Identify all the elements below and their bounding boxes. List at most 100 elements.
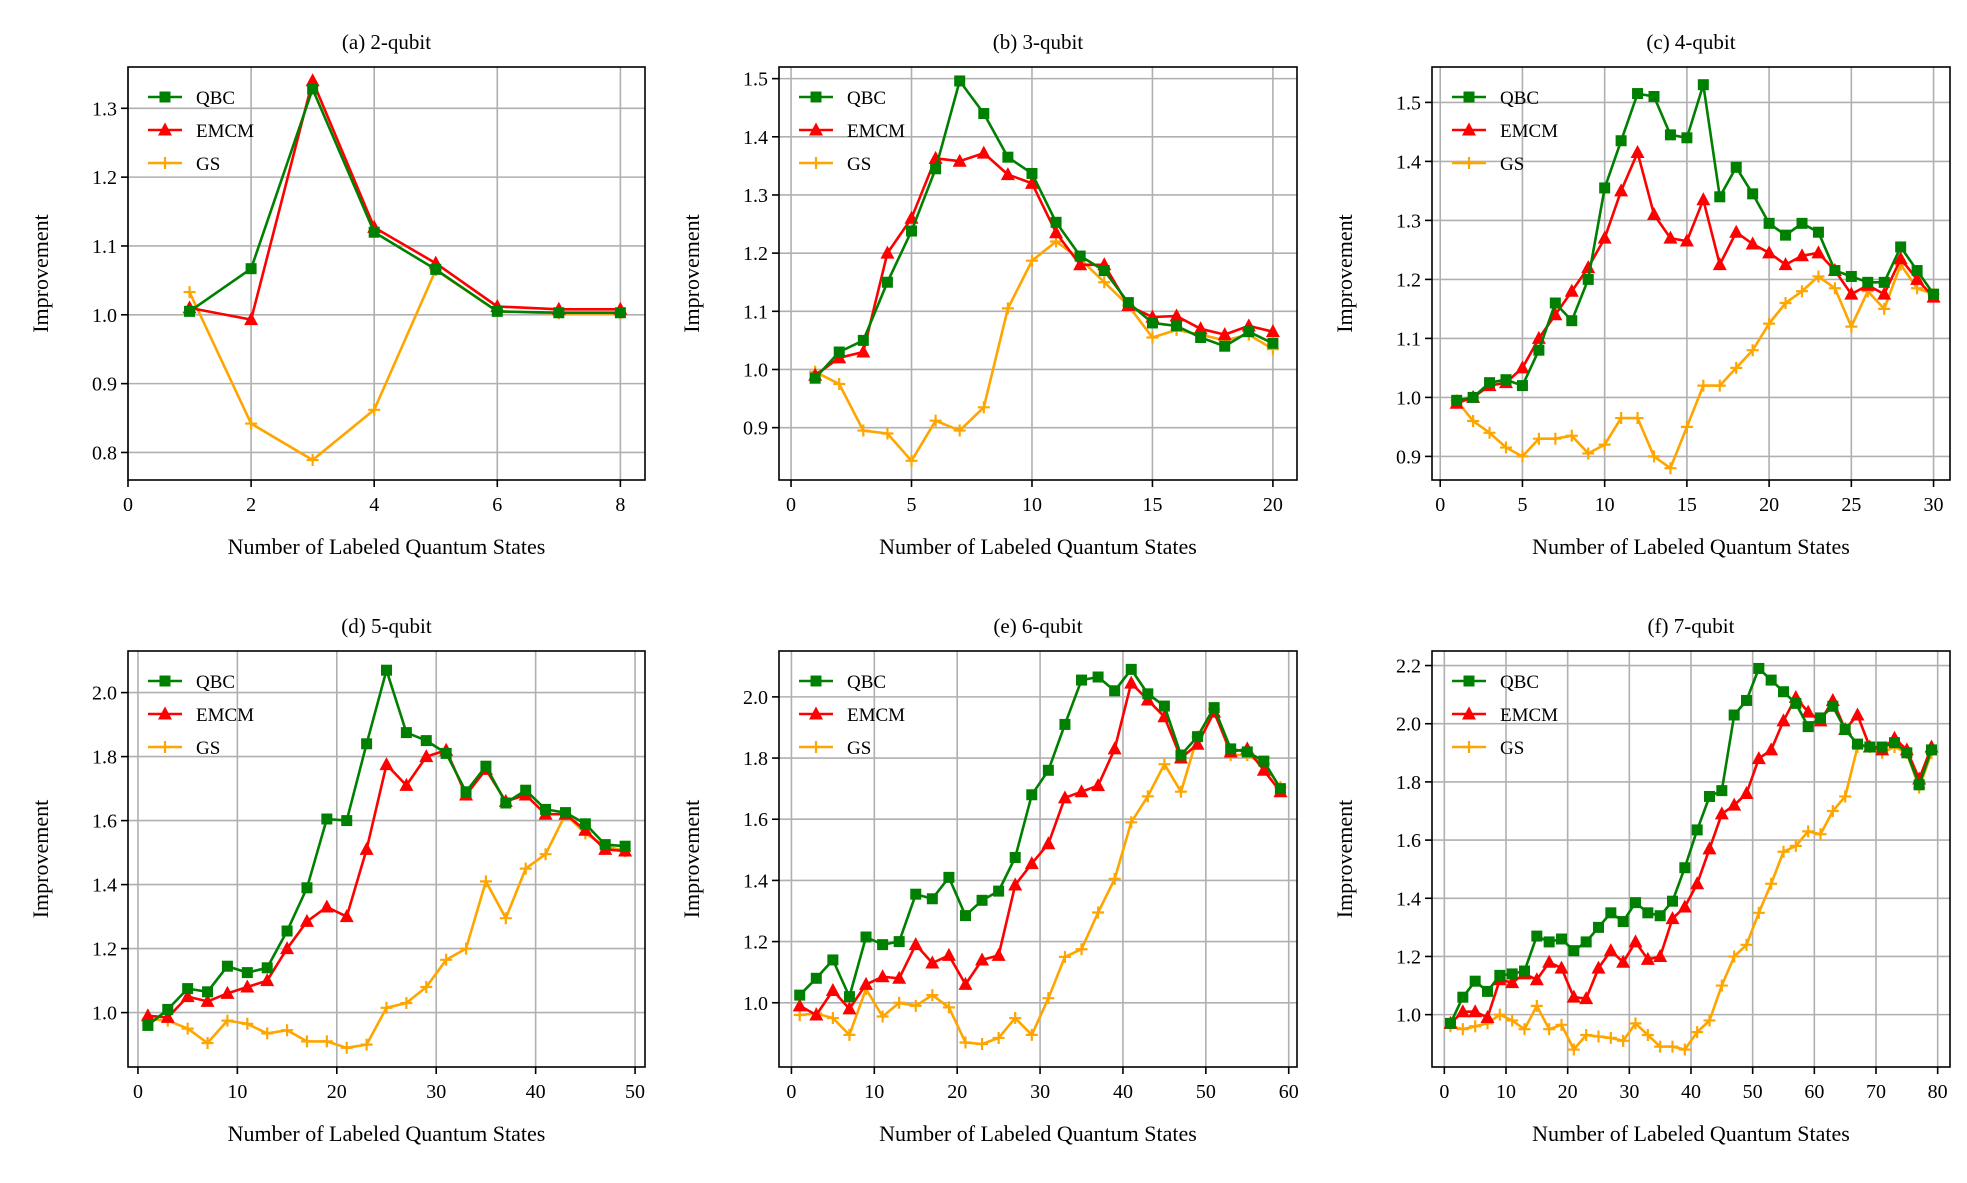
data-point-emcm	[1647, 207, 1661, 220]
data-point-qbc	[1617, 916, 1629, 928]
data-point-qbc	[321, 813, 333, 825]
data-point-emcm	[1554, 960, 1569, 974]
data-point-qbc	[559, 807, 571, 819]
data-point-qbc	[341, 815, 353, 827]
data-point-gs	[1469, 1020, 1482, 1033]
data-point-qbc	[1829, 265, 1841, 277]
series-gs	[1450, 258, 1940, 475]
data-point-gs	[181, 1022, 194, 1035]
legend-item-qbc: QBC	[148, 88, 235, 109]
data-point-qbc	[1582, 273, 1594, 285]
data-point-gs	[905, 454, 918, 467]
legend-label: EMCM	[196, 705, 254, 726]
data-point-qbc	[1667, 895, 1678, 907]
data-point-qbc	[480, 760, 492, 772]
data-point-gs	[1493, 1008, 1506, 1021]
legend-label: GS	[196, 154, 220, 175]
x-tick-label: 0	[786, 1081, 796, 1103]
data-point-gs	[519, 862, 532, 875]
data-point-emcm	[1000, 167, 1015, 181]
data-point-emcm	[160, 1009, 175, 1023]
data-point-emcm	[825, 983, 840, 997]
data-point-emcm	[1603, 943, 1618, 957]
data-point-qbc	[1146, 317, 1158, 329]
data-point-qbc	[579, 818, 591, 830]
data-point-qbc	[1467, 391, 1479, 403]
data-point-qbc	[1267, 337, 1279, 349]
x-tick-label: 15	[1142, 494, 1162, 516]
data-point-emcm	[925, 955, 940, 969]
y-tick-label: 1.6	[92, 811, 117, 833]
data-point-emcm	[319, 899, 334, 913]
data-point-qbc	[1642, 907, 1654, 919]
data-point-emcm	[1505, 975, 1520, 989]
legend-marker	[1462, 122, 1476, 136]
data-point-qbc	[926, 893, 938, 905]
series-line-emcm	[1456, 151, 1935, 405]
legend-item-gs: GS	[1452, 154, 1524, 175]
data-point-qbc	[1839, 724, 1851, 736]
y-tick-label: 0.9	[92, 374, 117, 396]
data-point-qbc	[1258, 755, 1270, 767]
data-point-qbc	[1171, 320, 1183, 332]
data-point-qbc	[1765, 674, 1777, 686]
data-point-emcm	[1468, 1004, 1483, 1018]
data-point-gs	[499, 912, 512, 925]
data-point-gs	[1598, 438, 1611, 451]
legend-item-gs: GS	[148, 154, 220, 175]
data-point-gs	[1617, 1034, 1630, 1047]
data-point-qbc	[1451, 394, 1463, 406]
data-point-gs	[1648, 450, 1660, 463]
data-point-emcm	[1124, 675, 1139, 689]
data-point-emcm	[1640, 951, 1655, 965]
y-tick-label: 1.8	[92, 747, 117, 769]
data-point-qbc	[1519, 965, 1530, 977]
data-point-qbc	[1092, 671, 1104, 683]
legend-label: QBC	[1500, 88, 1539, 109]
legend-marker	[1463, 675, 1475, 687]
data-point-qbc	[1074, 250, 1086, 262]
x-tick-label: 40	[1681, 1081, 1701, 1103]
data-point-emcm	[952, 153, 967, 167]
data-point-gs	[1839, 790, 1852, 803]
data-point-qbc	[1219, 340, 1231, 352]
data-point-gs	[1615, 412, 1628, 425]
data-point-qbc	[1274, 783, 1286, 795]
data-point-qbc	[182, 983, 194, 995]
data-point-qbc	[1780, 229, 1792, 241]
y-tick-label: 1.0	[1396, 1005, 1421, 1027]
data-point-gs	[1592, 1030, 1605, 1043]
x-tick-label: 10	[864, 1081, 884, 1103]
y-tick-label: 1.2	[92, 167, 117, 189]
x-axis-label: Number of Labeled Quantum States	[1532, 1121, 1850, 1146]
legend-item-qbc: QBC	[148, 672, 235, 693]
y-tick-label: 2.0	[1396, 714, 1421, 736]
x-tick-label: 10	[1496, 1081, 1516, 1103]
y-tick-label: 1.0	[1396, 387, 1421, 409]
data-point-emcm	[941, 947, 956, 961]
data-point-qbc	[1632, 88, 1644, 100]
y-tick-label: 1.1	[92, 236, 117, 258]
data-point-emcm	[1850, 707, 1865, 721]
legend-item-emcm: EMCM	[799, 705, 905, 726]
x-tick-label: 0	[1435, 494, 1445, 516]
data-point-qbc	[978, 108, 990, 120]
y-tick-label: 2.2	[1396, 656, 1421, 678]
x-tick-label: 5	[907, 494, 917, 516]
chart-panel-3: (c) 4-qubit 0 5 10 15 20 25 30 0.9 1.0 1.1 1.2 1.3 1.…	[1332, 30, 1951, 559]
data-point-qbc	[1901, 747, 1913, 759]
data-point-gs	[1680, 420, 1693, 433]
data-point-gs	[420, 981, 433, 993]
data-point-gs	[1567, 1043, 1580, 1056]
data-point-gs	[977, 401, 990, 414]
series-qbc	[142, 664, 631, 1031]
data-point-qbc	[1654, 910, 1666, 922]
x-tick-label: 0	[133, 1081, 143, 1103]
data-point-gs	[539, 848, 552, 861]
data-point-gs	[1467, 415, 1480, 427]
y-tick-label: 1.2	[1396, 946, 1421, 968]
data-point-emcm	[1564, 283, 1579, 297]
data-point-qbc	[553, 307, 565, 319]
data-point-gs	[380, 1001, 393, 1014]
x-axis-label: Number of Labeled Quantum States	[228, 1121, 546, 1146]
